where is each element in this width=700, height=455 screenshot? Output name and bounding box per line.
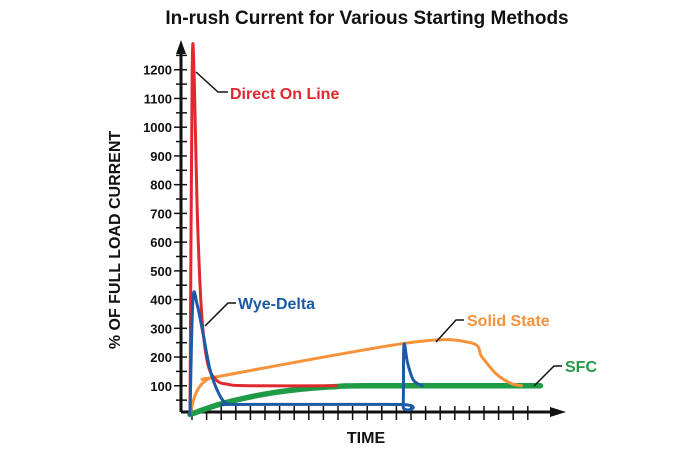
y-tick-label: 700 <box>150 206 172 221</box>
series-labels: Direct On Line Wye-Delta Solid State SFC <box>195 71 597 387</box>
leader-wye-delta <box>204 302 236 327</box>
y-tick-label: 300 <box>150 321 172 336</box>
label-solid-state: Solid State <box>467 313 550 330</box>
series-line-direct-on-line <box>188 42 338 416</box>
leader-sfc <box>533 365 562 387</box>
y-tick-label: 500 <box>150 264 172 279</box>
label-direct-on-line: Direct On Line <box>230 86 339 103</box>
label-wye-delta: Wye-Delta <box>238 296 315 313</box>
series-group <box>187 42 544 418</box>
leader-solid-state <box>435 319 464 343</box>
series-line-solid-state <box>188 338 523 416</box>
leader-direct-on-line <box>195 71 228 93</box>
y-axis-arrow <box>176 40 186 54</box>
series-line-sfc <box>187 382 544 418</box>
series-line-wye-delta <box>188 290 424 416</box>
y-tick-label: 800 <box>150 178 172 193</box>
chart-title: In-rush Current for Various Starting Met… <box>165 8 568 29</box>
label-sfc: SFC <box>565 359 597 376</box>
y-tick-label: 100 <box>150 379 172 394</box>
y-tick-label: 400 <box>150 293 172 308</box>
y-tick-label: 600 <box>150 235 172 250</box>
axes: 100 200 300 400 500 600 700 800 900 1000 1100 1200 <box>143 40 566 420</box>
y-tick-label: 900 <box>150 149 172 164</box>
y-axis-label: % OF FULL LOAD CURRENT <box>107 131 124 350</box>
y-tick-label: 1200 <box>143 63 172 78</box>
y-tick-label: 1100 <box>144 91 172 106</box>
x-axis-arrow <box>550 407 566 417</box>
y-tick-label: 1000 <box>143 120 172 135</box>
y-tick-label: 200 <box>150 350 172 365</box>
x-axis-label: TIME <box>347 430 386 447</box>
